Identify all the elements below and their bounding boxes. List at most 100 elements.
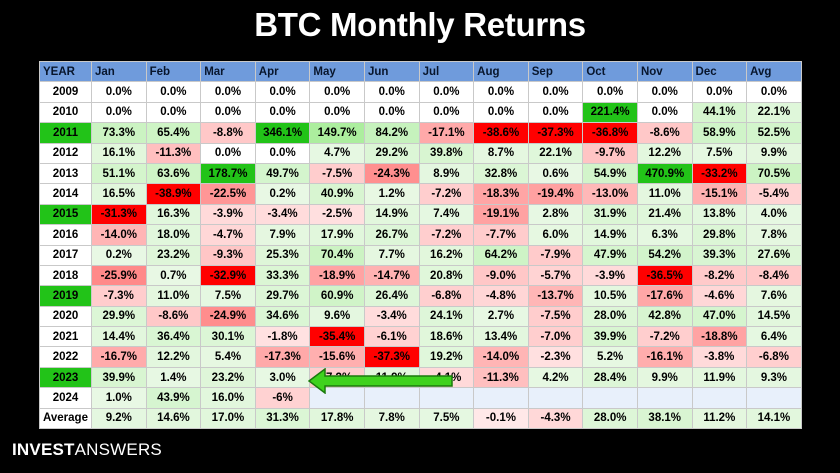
table-row: 2022 -16.7% 12.2% 5.4% -17.3% -15.6% -37.3% 19.… — [39, 346, 802, 368]
year-cell: 2009 — [39, 81, 92, 103]
return-cell: 40.9% — [309, 183, 365, 205]
return-cell: 12.2% — [636, 142, 693, 164]
column-header-nov: Nov — [636, 60, 693, 83]
return-cell: 31.3% — [254, 407, 311, 430]
return-cell: 8.7% — [473, 142, 529, 164]
return-cell: 0.0% — [473, 81, 529, 103]
return-cell: -3.9% — [200, 203, 256, 226]
return-cell: -14.0% — [473, 346, 529, 368]
return-cell: -13.0% — [582, 183, 638, 205]
return-cell: 39.9% — [582, 326, 638, 348]
return-cell: 39.3% — [691, 244, 748, 266]
return-cell: 17.8% — [309, 407, 365, 430]
return-cell: 0.0% — [418, 81, 475, 103]
return-cell: 9.9% — [746, 142, 802, 164]
return-cell: -6.1% — [363, 326, 420, 348]
return-cell: 0.0% — [91, 81, 147, 103]
return-cell: -2.5% — [309, 203, 365, 226]
return-cell: 149.7% — [309, 122, 365, 144]
column-header-mar: Mar — [200, 60, 256, 83]
return-cell: 54.9% — [582, 162, 638, 185]
return-cell: -19.1% — [473, 203, 529, 226]
return-cell: -18.8% — [691, 326, 748, 348]
return-cell: -37.3% — [363, 346, 420, 368]
year-cell: 2024 — [39, 387, 92, 409]
return-cell: 0.0% — [145, 81, 202, 103]
return-cell: 0.2% — [91, 244, 147, 266]
return-cell: -7.2% — [636, 326, 693, 348]
return-cell: -7.9% — [527, 244, 584, 266]
return-cell: 14.1% — [746, 407, 802, 430]
return-cell: 0.0% — [582, 81, 638, 103]
return-cell: 54.2% — [636, 244, 693, 266]
return-cell — [636, 387, 693, 409]
return-cell: -16.7% — [91, 346, 147, 368]
return-cell: -0.1% — [473, 407, 529, 430]
return-cell: 7.5% — [418, 407, 475, 430]
return-cell: -9.0% — [473, 264, 529, 287]
return-cell: -17.6% — [636, 285, 693, 307]
return-cell: 178.7% — [200, 162, 256, 185]
return-cell: -5.7% — [527, 264, 584, 287]
return-cell — [582, 387, 638, 409]
return-cell: 47.9% — [582, 244, 638, 266]
year-cell: 2019 — [39, 285, 92, 307]
return-cell: 60.9% — [309, 285, 365, 307]
return-cell: 0.0% — [254, 142, 311, 164]
return-cell: 0.0% — [418, 101, 475, 124]
return-cell: -5.4% — [746, 183, 802, 205]
return-cell: 1.0% — [91, 387, 147, 409]
return-cell: -7.0% — [527, 326, 584, 348]
return-cell: -9.3% — [200, 244, 256, 266]
return-cell: 39.9% — [91, 366, 147, 389]
return-cell: 18.0% — [145, 224, 202, 246]
return-cell: 19.2% — [418, 346, 475, 368]
investanswers-logo: INVESTANSWERS — [12, 440, 162, 460]
return-cell: -4.8% — [473, 285, 529, 307]
return-cell: 7.8% — [746, 224, 802, 246]
return-cell: 65.4% — [145, 122, 202, 144]
return-cell: 0.0% — [691, 81, 748, 103]
return-cell: 0.0% — [254, 101, 311, 124]
year-cell: 2018 — [39, 264, 92, 287]
return-cell: 12.2% — [145, 346, 202, 368]
return-cell: -38.9% — [145, 183, 202, 205]
table-row: 2017 0.2% 23.2% -9.3% 25.3% 70.4% 7.7% 16.2% 64.… — [39, 244, 802, 266]
return-cell: 28.0% — [582, 305, 638, 328]
return-cell: 38.1% — [636, 407, 693, 430]
return-cell: 52.5% — [746, 122, 802, 144]
returns-table: YEAR Jan Feb Mar Apr May Jun Jul Aug Sep Oct Nov Dec… — [39, 60, 802, 430]
return-cell: 470.9% — [636, 162, 693, 185]
return-cell: -19.4% — [527, 183, 584, 205]
return-cell: -11.3% — [473, 366, 529, 389]
return-cell — [527, 387, 584, 409]
table-row: 2013 51.1% 63.6% 178.7% 49.7% -7.5% -24.3% 8.9%… — [39, 162, 802, 185]
return-cell: 0.7% — [145, 264, 202, 287]
return-cell: 58.9% — [691, 122, 748, 144]
return-cell: 70.5% — [746, 162, 802, 185]
table-row: 2014 16.5% -38.9% -22.5% 0.2% 40.9% 1.2% -7.2% -… — [39, 183, 802, 205]
return-cell: -8.2% — [691, 264, 748, 287]
return-cell: 23.2% — [200, 366, 256, 389]
return-cell: 6.3% — [636, 224, 693, 246]
return-cell: -17.3% — [254, 346, 311, 368]
return-cell: 17.9% — [309, 224, 365, 246]
return-cell: 9.2% — [91, 407, 147, 430]
return-cell: 4.2% — [527, 366, 584, 389]
return-cell: -18.3% — [473, 183, 529, 205]
year-cell: 2022 — [39, 346, 92, 368]
return-cell: 18.6% — [418, 326, 475, 348]
return-cell: -17.1% — [418, 122, 475, 144]
return-cell: 11.2% — [691, 407, 748, 430]
return-cell: 2.8% — [527, 203, 584, 226]
return-cell: 14.4% — [91, 326, 147, 348]
return-cell: 7.5% — [200, 285, 256, 307]
return-cell: 4.0% — [746, 203, 802, 226]
return-cell: 23.2% — [145, 244, 202, 266]
return-cell: 7.4% — [418, 203, 475, 226]
return-cell: 29.9% — [91, 305, 147, 328]
table-row: 2018 -25.9% 0.7% -32.9% 33.3% -18.9% -14.7% 20.… — [39, 264, 802, 287]
return-cell: 0.0% — [636, 101, 693, 124]
return-cell: 4.7% — [309, 142, 365, 164]
return-cell: 0.0% — [200, 101, 256, 124]
